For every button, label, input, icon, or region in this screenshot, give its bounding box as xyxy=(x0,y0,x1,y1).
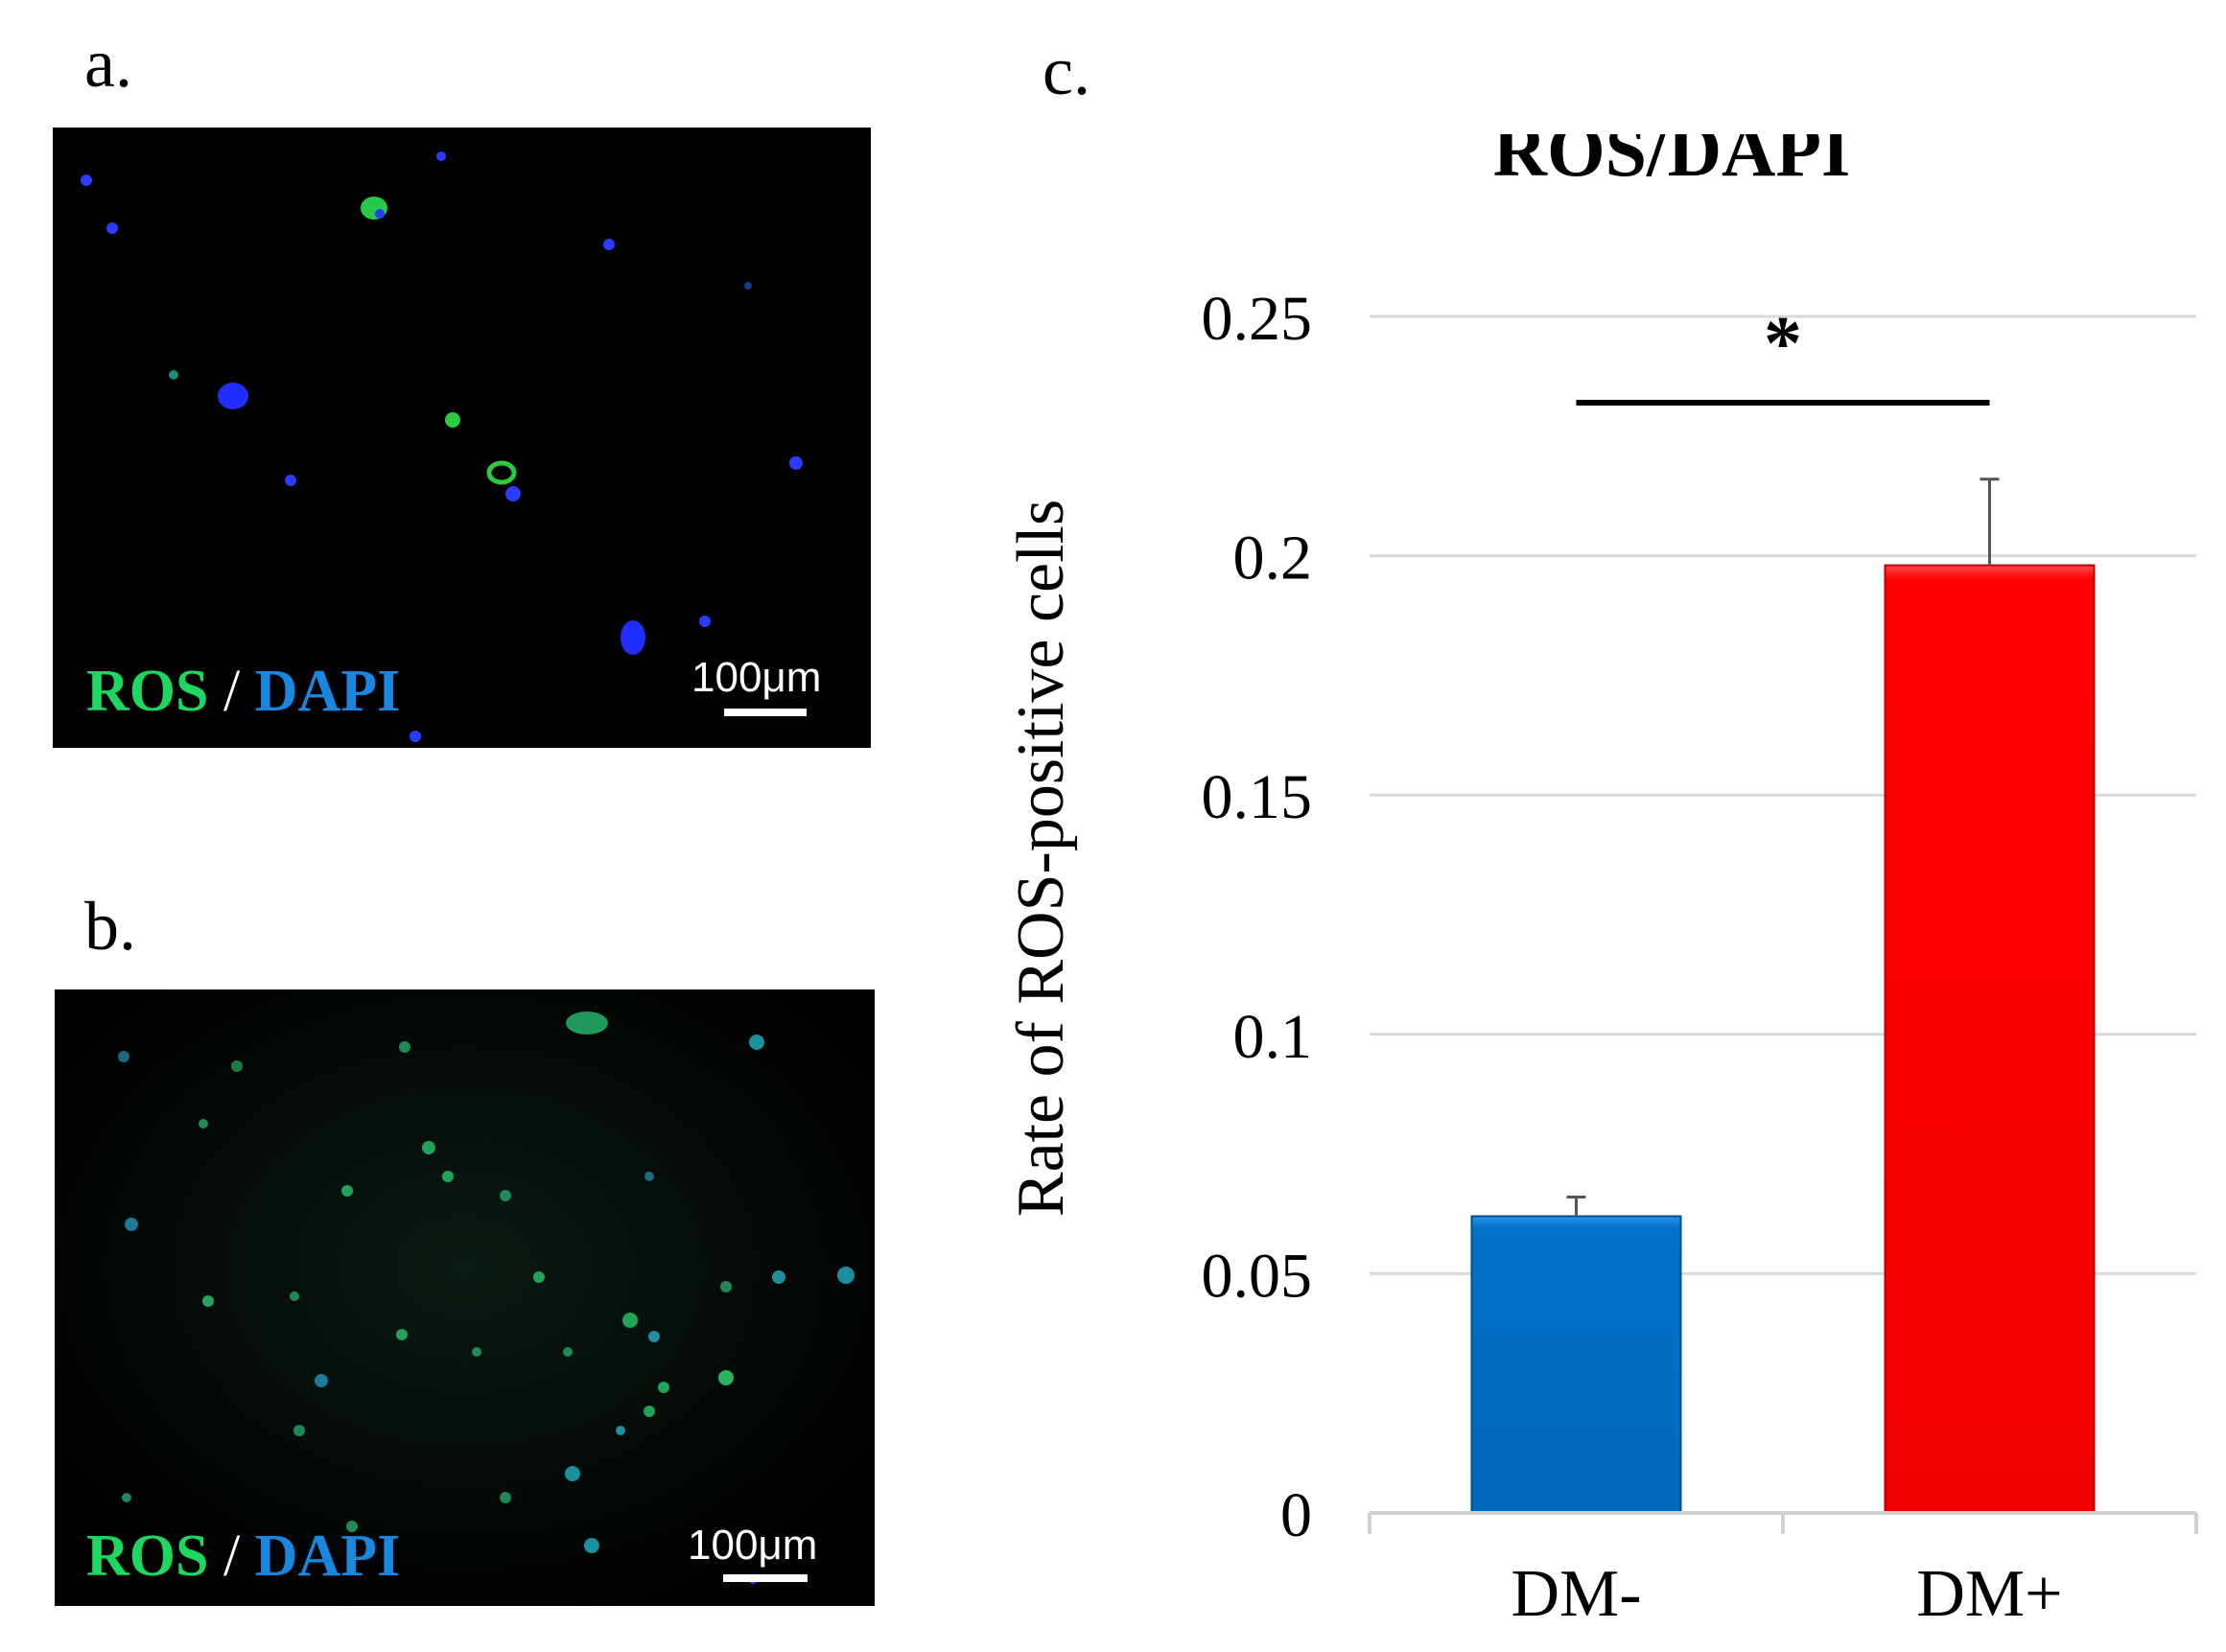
stain-separator: / xyxy=(223,659,241,724)
ros-label: ROS xyxy=(86,1524,209,1589)
y-tick-label: 0.2 xyxy=(1233,524,1313,593)
micrograph-a: ROS / DAPI 100μm xyxy=(53,128,871,748)
ros-label: ROS xyxy=(86,659,209,724)
panel-a-label: a. xyxy=(84,25,132,102)
y-tick-label: 0.05 xyxy=(1202,1241,1313,1311)
micrograph-a-cells xyxy=(81,151,803,742)
panel-c-label: c. xyxy=(1043,33,1090,109)
dapi-label: DAPI xyxy=(254,1524,401,1589)
y-tick-label: 0.15 xyxy=(1202,762,1313,832)
significance-star: * xyxy=(1764,302,1802,386)
y-tick-label: 0.25 xyxy=(1202,284,1313,354)
micrograph-b: ROS / DAPI 100μm xyxy=(55,989,875,1606)
scale-label-a: 100μm xyxy=(691,654,822,701)
scale-bar-a xyxy=(724,709,807,716)
x-tick-label: DM- xyxy=(1511,1557,1641,1630)
bar-DM+ xyxy=(1884,564,2096,1515)
scale-label-b: 100μm xyxy=(688,1522,818,1569)
chart-title: ROS/DAPI xyxy=(1493,134,1851,192)
y-tick-label: 0.1 xyxy=(1233,1002,1313,1072)
scale-bar-b xyxy=(723,1574,808,1582)
panel-b-label: b. xyxy=(84,888,136,965)
stain-separator: / xyxy=(223,1524,241,1589)
y-tick-label: 0 xyxy=(1280,1480,1312,1550)
y-axis-label: Rate of ROS-positive cells xyxy=(1004,500,1078,1218)
x-tick-label: DM+ xyxy=(1916,1557,2062,1630)
bar-DM- xyxy=(1470,1215,1682,1514)
stain-legend-a: ROS / DAPI xyxy=(86,662,400,721)
stain-legend-b: ROS / DAPI xyxy=(86,1526,400,1586)
micrograph-b-cells xyxy=(55,989,875,1606)
bar-chart: 0 0.05 0.1 0.15 0.2 0.25 DM- DM+ * ROS/DAPI Ra… xyxy=(1004,134,2198,1630)
dapi-label: DAPI xyxy=(254,659,401,724)
